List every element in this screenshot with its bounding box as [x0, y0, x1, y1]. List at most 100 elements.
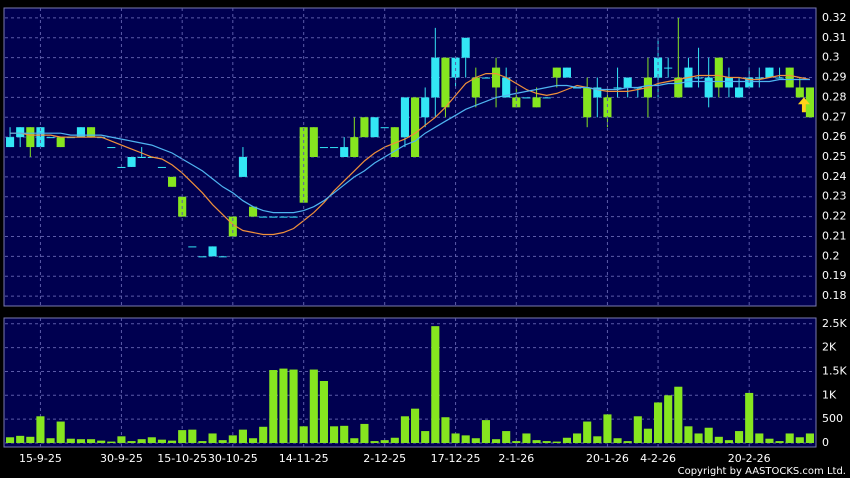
x-tick-label: 15-10-25 [157, 452, 207, 465]
volume-bar [299, 426, 308, 443]
candle-body [168, 176, 177, 187]
volume-bar [87, 439, 96, 443]
volume-bar [147, 437, 156, 443]
y-tick-label: 0.22 [822, 210, 847, 223]
candle-body [552, 67, 561, 78]
y-tick-label: 0.21 [822, 229, 847, 242]
volume-bar [157, 439, 166, 443]
candle-body [714, 57, 723, 88]
volume-bar [522, 433, 531, 443]
candle-body [218, 256, 227, 258]
y-tick-label: 0.32 [822, 11, 847, 24]
volume-bar [228, 435, 237, 443]
volume-bar [370, 441, 379, 443]
volume-bar [613, 438, 622, 443]
candle-body [775, 77, 784, 79]
candle-body [441, 57, 450, 108]
candle-body [107, 147, 116, 149]
moving-average-line [10, 73, 811, 236]
candle-body [6, 137, 15, 148]
volume-bar [249, 438, 258, 443]
volume-bar [805, 433, 814, 443]
candle-body [87, 127, 96, 138]
candle-body [137, 157, 146, 158]
y-tick-label: 2K [822, 341, 837, 354]
volume-bar [562, 437, 571, 443]
candle-body [249, 206, 258, 217]
volume-bar [451, 433, 460, 443]
volume-bar [117, 436, 126, 443]
volume-bar [633, 416, 642, 443]
y-tick-label: 0.18 [822, 289, 847, 302]
candle-body [603, 97, 612, 118]
candle-body [330, 147, 339, 149]
volume-bar [208, 433, 217, 443]
volume-bar [745, 392, 754, 443]
volume-bar [542, 441, 551, 443]
candle-body [735, 87, 744, 98]
volume-bar [16, 435, 25, 443]
volume-bar [350, 438, 359, 443]
candle-body [613, 87, 622, 89]
candle-body [76, 127, 85, 138]
volume-bar [218, 440, 227, 443]
volume-bar [674, 386, 683, 443]
candle-body [198, 256, 207, 258]
candle-body [309, 127, 318, 157]
volume-bar [76, 439, 85, 443]
volume-bar [643, 428, 652, 443]
y-tick-label: 0.25 [822, 150, 847, 163]
volume-bar [269, 370, 278, 443]
volume-bar [238, 429, 247, 443]
volume-bar [724, 440, 733, 443]
candle-body [269, 216, 278, 218]
volume-bar [704, 427, 713, 443]
volume-bar [735, 431, 744, 443]
x-tick-label: 20-1-26 [586, 452, 629, 465]
volume-bar [259, 426, 268, 443]
volume-bar [330, 426, 339, 443]
volume-bar [684, 426, 693, 443]
y-tick-label: 0.28 [822, 90, 847, 103]
volume-bar [512, 441, 521, 443]
x-tick-label: 14-11-25 [279, 452, 329, 465]
volume-bar [188, 429, 197, 443]
x-tick-label: 20-2-26 [728, 452, 771, 465]
volume-bar [137, 439, 146, 443]
candle-body [400, 97, 409, 138]
candle-body [471, 77, 480, 98]
volume-bar [654, 402, 663, 443]
y-tick-label: 0.23 [822, 190, 847, 203]
volume-bar [390, 437, 399, 443]
candle-body [664, 67, 673, 69]
candle-body [704, 77, 713, 98]
y-tick-label: 500 [822, 412, 843, 425]
candle-body [492, 67, 501, 88]
candle-body [370, 117, 379, 138]
volume-bar [279, 368, 288, 443]
candle-body [289, 216, 298, 218]
candle-body [26, 127, 35, 148]
candle-body [583, 87, 592, 118]
volume-bar [431, 326, 440, 443]
volume-bar [502, 431, 511, 443]
volume-bar [309, 369, 318, 443]
volume-bar [198, 441, 207, 443]
y-tick-label: 0.26 [822, 130, 847, 143]
candle-body [208, 246, 217, 257]
candle-body [157, 166, 166, 168]
volume-bar [775, 441, 784, 443]
volume-bar [593, 436, 602, 443]
candle-body [188, 246, 197, 248]
candle-body [46, 137, 55, 139]
y-tick-label: 0 [822, 436, 829, 449]
volume-bar [168, 440, 177, 443]
candle-body [562, 67, 571, 78]
volume-bar [755, 433, 764, 443]
candle-body [279, 216, 288, 218]
volume-bar [380, 440, 389, 443]
volume-bar [785, 433, 794, 443]
y-tick-label: 0.29 [822, 71, 847, 84]
x-tick-label: 15-9-25 [19, 452, 62, 465]
volume-bar [107, 441, 116, 443]
